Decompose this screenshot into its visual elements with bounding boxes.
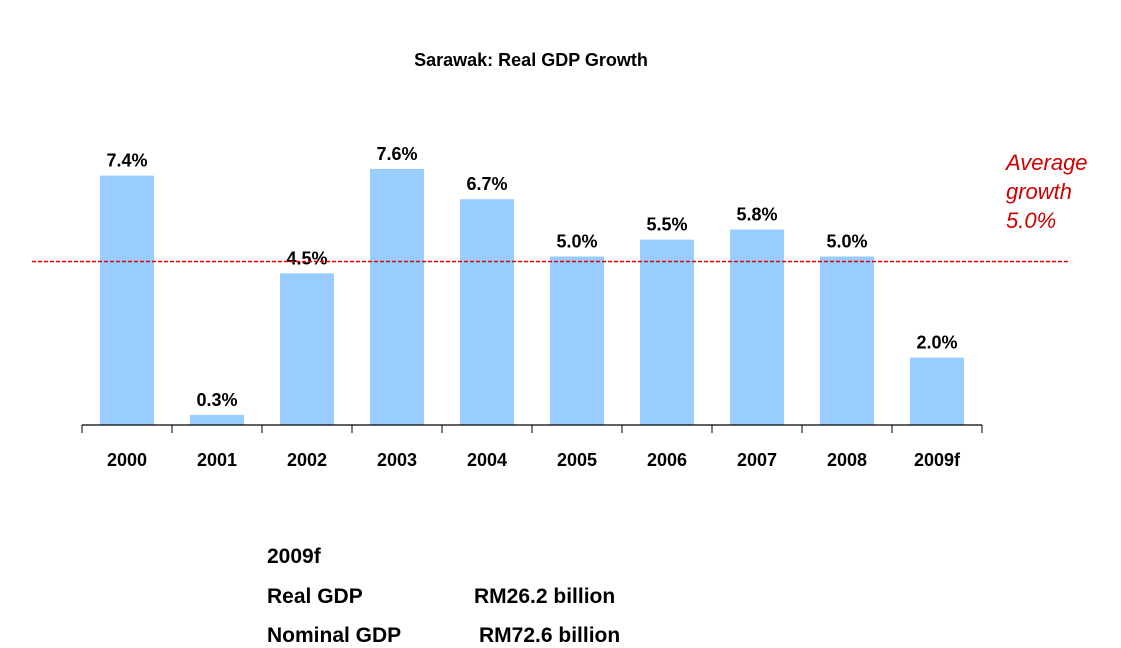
data-label: 5.8% [736, 205, 777, 225]
x-tick-label: 2001 [197, 450, 237, 470]
x-tick-label: 2004 [467, 450, 507, 470]
data-label: 6.7% [466, 174, 507, 194]
average-label-line: growth [1006, 179, 1072, 204]
bar [640, 239, 694, 425]
bar [910, 357, 964, 425]
x-tick-label: 2000 [107, 450, 147, 470]
data-label: 5.0% [826, 232, 867, 252]
x-tick-label: 2005 [557, 450, 597, 470]
bar [550, 256, 604, 425]
x-tick-label: 2008 [827, 450, 867, 470]
average-label-line: 5.0% [1006, 208, 1056, 233]
data-label: 5.5% [646, 215, 687, 235]
average-label: Average growth 5.0% [1004, 150, 1094, 233]
bar [280, 273, 334, 425]
x-tick-label: 2002 [287, 450, 327, 470]
data-label: 4.5% [286, 248, 327, 268]
x-tick-label: 2003 [377, 450, 417, 470]
data-label: 7.6% [376, 144, 417, 164]
bar [820, 256, 874, 425]
bar [100, 175, 154, 425]
x-tick-label: 2009f [914, 450, 961, 470]
nominal-gdp-value: RM72.6 billion [479, 624, 621, 647]
x-tick-label: 2006 [647, 450, 687, 470]
nominal-gdp-label: Nominal GDP [267, 624, 402, 647]
data-label: 7.4% [106, 151, 147, 171]
chart-title: Sarawak: Real GDP Growth [414, 50, 648, 70]
real-gdp-label: Real GDP [267, 585, 363, 608]
bar [190, 414, 244, 425]
bar [730, 229, 784, 425]
data-label: 5.0% [556, 232, 597, 252]
summary-heading: 2009f [267, 545, 321, 568]
data-label: 2.0% [916, 333, 957, 353]
x-tick-label: 2007 [737, 450, 777, 470]
average-label-line: Average [1004, 150, 1088, 175]
bar-chart: Sarawak: Real GDP Growth 7.4% 0.3% 4.5% 7.6… [32, 50, 1094, 470]
real-gdp-value: RM26.2 billion [474, 585, 616, 608]
bar [460, 199, 514, 425]
data-label: 0.3% [196, 390, 237, 410]
bar [370, 168, 424, 425]
